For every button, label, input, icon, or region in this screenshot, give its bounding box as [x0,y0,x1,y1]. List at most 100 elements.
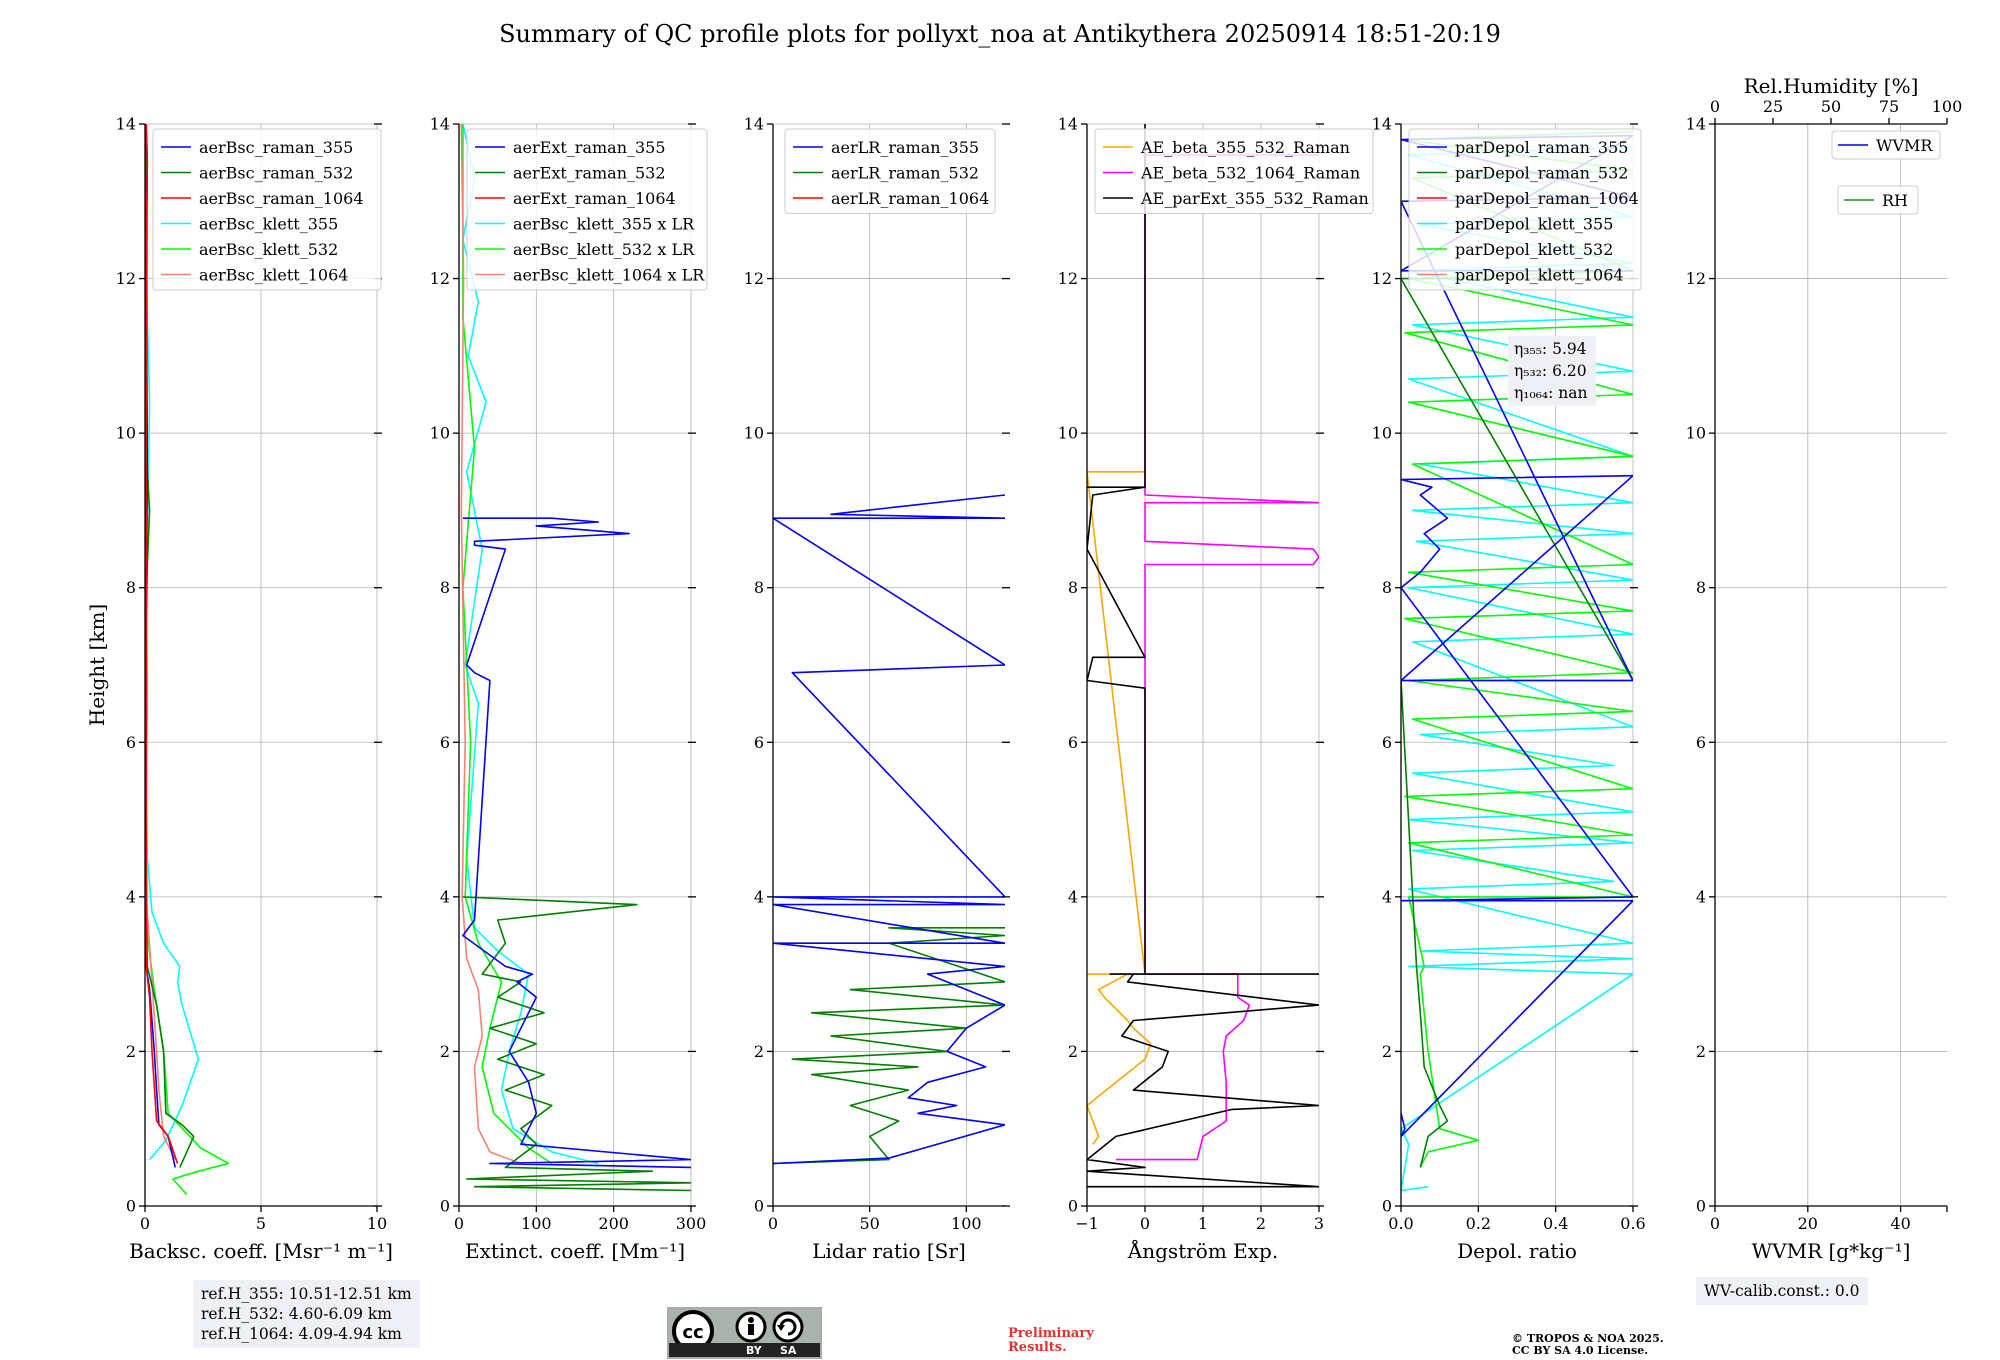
legend-label-aerBsc_klett_355: aerBsc_klett_355 [199,215,338,234]
x-tick-label: 50 [859,1214,879,1233]
x-tick-label: 100 [951,1214,982,1233]
legend-label-parDepol_klett_532: parDepol_klett_532 [1455,240,1613,259]
legend-label-parDepol_raman_532: parDepol_raman_532 [1455,164,1628,183]
cc-badge-bottom: BY SA [669,1343,820,1359]
legend-box [1094,128,1374,214]
y-tick-label: 12 [116,269,136,288]
series-group [1087,124,1319,1188]
series-line-AE_beta_532_1064_Raman [1116,154,1319,1161]
series-group [460,124,691,1192]
x-axis-label: Backsc. coeff. [Msr⁻¹ m⁻¹] [129,1239,393,1263]
x-tick-label: 0 [1140,1214,1150,1233]
y-tick-label: 8 [1068,578,1078,597]
y-tick-label: 14 [1372,115,1392,134]
y-tick-label: 6 [1382,733,1392,752]
x-tick-label: 0 [140,1214,150,1233]
legend: WVMR RH [1831,130,1941,215]
x-tick-label: 300 [676,1214,707,1233]
y-tick-label: 0 [1696,1197,1706,1216]
legend-label-parDepol_klett_1064: parDepol_klett_1064 [1455,266,1624,285]
y-tick-label: 2 [1382,1042,1392,1061]
panel-depol: 0 2 4 6 8 10 12 14 0.0 0.2 0.4 0.6 Depol. ratio parDe… [1372,115,1646,1264]
legend-label-aerBsc_klett_1064 x LR: aerBsc_klett_1064 x LR [513,266,705,285]
legend-box [152,128,382,291]
series-line-aerBsc_klett_355 x LR [462,124,599,1165]
legend-label-aerBsc_klett_1064: aerBsc_klett_1064 [199,266,348,285]
x-tick-label: 40 [1890,1214,1910,1233]
series-line-aerLR_raman_355 [773,494,1005,1165]
figure-title: Summary of QC profile plots for pollyxt_… [499,20,1501,48]
y-tick-label: 12 [744,269,764,288]
y-axis-label: Height [km] [85,604,109,726]
series-line-aerBsc_klett_532 x LR [462,124,553,1165]
y-tick-label: 10 [1372,424,1392,443]
x-tick-label: −1 [1075,1214,1099,1233]
series-group [773,494,1005,1165]
y-tick-label: 6 [1068,733,1078,752]
eta-annotation: η₃₅₅: 5.94 η₅₃₂: 6.20 η₁₀₆₄: nan [1508,336,1596,406]
x-tick-label: 1 [1198,1214,1208,1233]
legend-box [1831,130,1941,160]
y-tick-label: 0 [1068,1197,1078,1216]
series-line-aerExt_raman_355 [462,517,691,1169]
legend-label-aerBsc_klett_355 x LR: aerBsc_klett_355 x LR [513,215,695,234]
x-tick-label: 0.4 [1543,1214,1568,1233]
y-tick-label: 2 [1068,1042,1078,1061]
top-x-tick-label: 100 [1932,97,1963,116]
y-tick-label: 2 [126,1042,136,1061]
x-tick-label: 10 [367,1214,387,1233]
y-tick-label: 6 [126,733,136,752]
series-line-aerBsc_raman_1064 [145,124,179,1164]
cc-sa-label: SA [780,1344,797,1357]
x-axis-label: WVMR [g*kg⁻¹] [1752,1239,1911,1263]
y-tick-label: 6 [440,733,450,752]
panel-lidar_ratio: 0 2 4 6 8 10 12 14 0 50 100 Lidar ratio [Sr] aerLR_r… [744,115,1010,1263]
top-x-tick-label: 50 [1821,97,1841,116]
legend-label-AE_beta_532_1064_Raman: AE_beta_532_1064_Raman [1140,164,1360,183]
legend-label-aerLR_raman_532: aerLR_raman_532 [831,164,979,183]
eta-annotation-line: η₅₃₂: 6.20 [1514,362,1587,380]
ref-height-532: ref.H_532: 4.60-6.09 km [201,1305,392,1323]
top-x-tick-label: 0 [1710,97,1720,116]
legend: aerExt_raman_355 aerExt_raman_532 aerExt_r… [466,128,708,291]
cc-badge-top: cc [669,1309,820,1352]
legend-label-aerBsc_raman_355: aerBsc_raman_355 [199,138,353,157]
legend-box [784,128,996,214]
y-tick-label: 10 [744,424,764,443]
y-tick-label: 0 [440,1197,450,1216]
ref-height-355: ref.H_355: 10.51-12.51 km [201,1285,412,1303]
legend: aerBsc_raman_355 aerBsc_raman_532 aerBsc_r… [152,128,382,291]
cc-icons: cc [672,1310,804,1352]
legend-label-aerExt_raman_355: aerExt_raman_355 [513,138,666,157]
y-tick-label: 4 [1696,887,1706,906]
y-tick-label: 8 [1696,578,1706,597]
cc-by-label: BY [746,1344,762,1357]
y-tick-label: 0 [126,1197,136,1216]
y-tick-label: 0 [754,1197,764,1216]
y-tick-label: 4 [1068,887,1078,906]
y-tick-label: 12 [1372,269,1392,288]
y-tick-label: 8 [754,578,764,597]
y-tick-label: 12 [1686,269,1706,288]
svg-text:cc: cc [682,1322,703,1343]
series-line-aerBsc_klett_1064 x LR [460,124,522,1165]
y-tick-label: 14 [744,115,764,134]
legend: parDepol_raman_355 parDepol_raman_532 parD… [1408,128,1642,291]
x-tick-label: 20 [1798,1214,1818,1233]
legend-label-aerBsc_klett_532: aerBsc_klett_532 [199,240,338,259]
y-tick-label: 10 [1686,424,1706,443]
x-tick-label: 100 [521,1214,552,1233]
y-tick-label: 6 [1696,733,1706,752]
series-line-parDepol_klett_532 [1404,130,1633,1168]
y-tick-label: 8 [1382,578,1392,597]
wv-calib-box: WV-calib.const.: 0.0 [1696,1277,1868,1305]
y-tick-label: 10 [116,424,136,443]
y-tick-label: 12 [1058,269,1078,288]
panel-backscatter: 0 2 4 6 8 10 12 14 0 5 10 Backsc. coeff. [Msr⁻¹ m⁻¹… [85,115,393,1264]
share-alike-icon [772,1311,804,1343]
legend-label-aerExt_raman_532: aerExt_raman_532 [513,164,666,183]
x-tick-label: 200 [598,1214,629,1233]
y-tick-label: 10 [1058,424,1078,443]
y-tick-label: 10 [430,424,450,443]
y-tick-label: 4 [754,887,764,906]
